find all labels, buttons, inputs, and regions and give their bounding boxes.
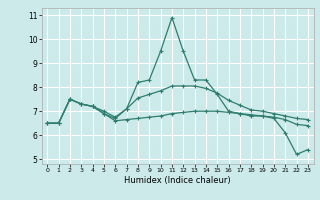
X-axis label: Humidex (Indice chaleur): Humidex (Indice chaleur) xyxy=(124,176,231,185)
